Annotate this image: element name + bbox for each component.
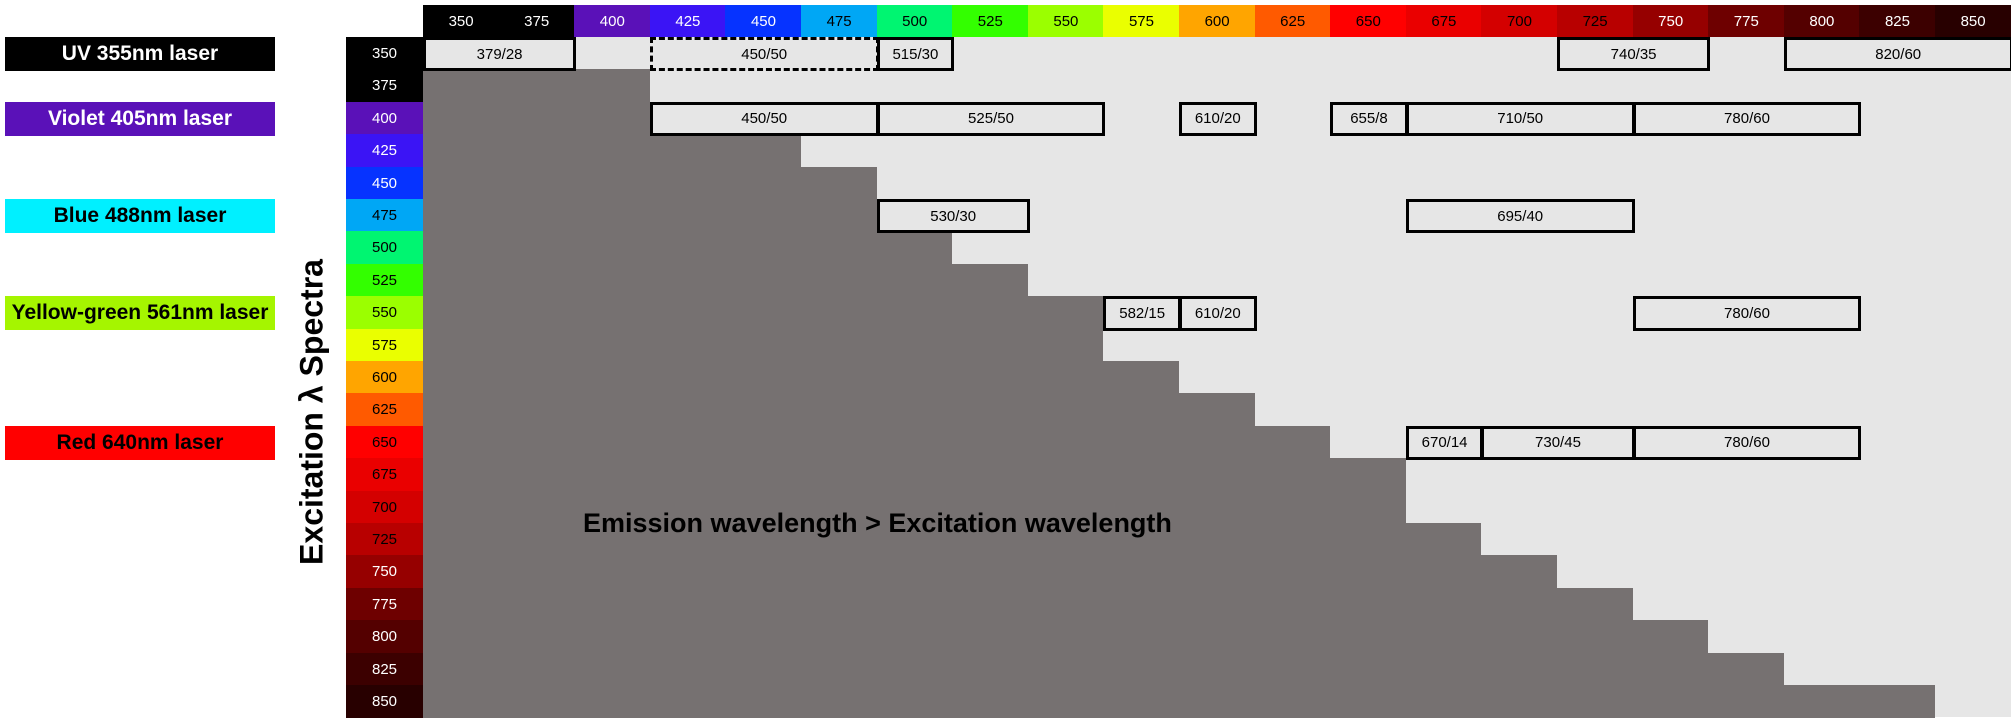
excitation-header-cell: 700	[346, 490, 423, 524]
blocked-row-segment	[423, 69, 650, 103]
emission-header-cell: 775	[1708, 5, 1785, 37]
laser-label: Red 640nm laser	[5, 425, 275, 460]
emission-header-cell: 750	[1632, 5, 1709, 37]
filter-band: 710/50	[1405, 101, 1635, 137]
blocked-row-segment	[423, 652, 1784, 686]
filter-band: 450/50	[649, 101, 879, 137]
emission-header-cell: 725	[1557, 5, 1634, 37]
blocked-row-segment	[423, 523, 1482, 556]
laser-label: Violet 405nm laser	[5, 101, 275, 136]
blocked-row-segment	[423, 166, 877, 200]
excitation-header-cell: 650	[346, 425, 423, 459]
filter-band: 655/8	[1330, 101, 1408, 137]
blocked-row-segment	[423, 361, 1179, 394]
blocked-row-segment	[423, 587, 1633, 621]
laser-label: Blue 488nm laser	[5, 199, 275, 233]
emission-header-cell: 350	[423, 5, 500, 37]
blocked-row-segment	[423, 231, 953, 265]
filter-band: 450/50	[649, 37, 879, 72]
annotation-text: Emission wavelength > Excitation wavelen…	[583, 508, 1172, 538]
excitation-header-cell: 675	[346, 458, 423, 492]
blocked-row-segment	[423, 296, 1104, 330]
blocked-row-segment	[423, 685, 1935, 718]
blocked-row-segment	[423, 425, 1331, 459]
laser-label: Yellow-green 561nm laser	[5, 296, 275, 331]
filter-band: 525/50	[876, 101, 1106, 137]
emission-header-cell: 600	[1179, 5, 1256, 37]
emission-header-cell: 550	[1027, 5, 1104, 37]
excitation-header-cell: 350	[346, 37, 423, 70]
excitation-header-cell: 450	[346, 166, 423, 200]
emission-header-cell: 700	[1481, 5, 1558, 37]
blocked-row-segment	[423, 555, 1557, 589]
emission-header-cell: 475	[801, 5, 878, 37]
emission-header-cell: 525	[952, 5, 1029, 37]
excitation-header-cell: 375	[346, 69, 423, 103]
blocked-row-segment	[423, 490, 1406, 524]
filter-band: 530/30	[876, 199, 1030, 234]
emission-header-cell: 675	[1405, 5, 1482, 37]
excitation-header-cell: 425	[346, 134, 423, 168]
filter-band: 515/30	[876, 37, 955, 72]
filter-band: 730/45	[1481, 425, 1635, 461]
excitation-header-cell: 400	[346, 101, 423, 135]
excitation-header-cell: 775	[346, 587, 423, 621]
filter-band: 780/60	[1632, 101, 1862, 137]
excitation-header-cell: 600	[346, 361, 423, 394]
filter-band: 610/20	[1179, 101, 1257, 137]
excitation-header-cell: 475	[346, 199, 423, 232]
emission-header-cell: 375	[498, 5, 575, 37]
blocked-row-segment	[423, 263, 1028, 297]
excitation-header-cell: 575	[346, 328, 423, 362]
emission-header-cell: 400	[574, 5, 651, 37]
spectra-chart: 350 375 400 425 450 475 500 525 550 575 600 625 650 6…	[5, 5, 2011, 718]
emission-header-cell: 850	[1935, 5, 2011, 37]
blocked-row-segment	[423, 458, 1406, 492]
excitation-header-cell: 625	[346, 393, 423, 427]
excitation-header-cell: 825	[346, 652, 423, 686]
emission-header-cell: 575	[1103, 5, 1180, 37]
blocked-row-segment	[423, 393, 1255, 427]
emission-header-cell: 425	[649, 5, 726, 37]
emission-header-cell: 800	[1783, 5, 1860, 37]
filter-band: 610/20	[1179, 296, 1257, 331]
excitation-header-cell: 850	[346, 685, 423, 718]
excitation-header-cell: 800	[346, 620, 423, 654]
axis-title: Excitation λ Spectra	[293, 259, 330, 565]
emission-header-cell: 450	[725, 5, 802, 37]
blocked-row-segment	[423, 134, 801, 168]
excitation-header-cell: 550	[346, 296, 423, 330]
excitation-header-cell: 725	[346, 523, 423, 556]
filter-band: 695/40	[1405, 199, 1635, 234]
excitation-header-cell: 500	[346, 231, 423, 265]
blocked-row-segment	[423, 199, 877, 232]
emission-header-cell: 625	[1254, 5, 1331, 37]
excitation-header-cell: 525	[346, 263, 423, 297]
filter-band: 780/60	[1632, 425, 1862, 461]
emission-header-cell: 500	[876, 5, 953, 37]
laser-label: UV 355nm laser	[5, 37, 275, 71]
blocked-row-segment	[423, 328, 1104, 362]
excitation-header-cell: 750	[346, 555, 423, 589]
filter-band: 820/60	[1783, 37, 2011, 72]
filter-band: 740/35	[1557, 37, 1711, 72]
emission-header-cell: 650	[1330, 5, 1407, 37]
blocked-row-segment	[423, 620, 1709, 654]
filter-band: 582/15	[1103, 296, 1181, 331]
emission-header-cell: 825	[1859, 5, 1936, 37]
filter-band: 670/14	[1405, 425, 1484, 461]
filter-band: 379/28	[423, 37, 577, 72]
filter-band: 780/60	[1632, 296, 1862, 331]
